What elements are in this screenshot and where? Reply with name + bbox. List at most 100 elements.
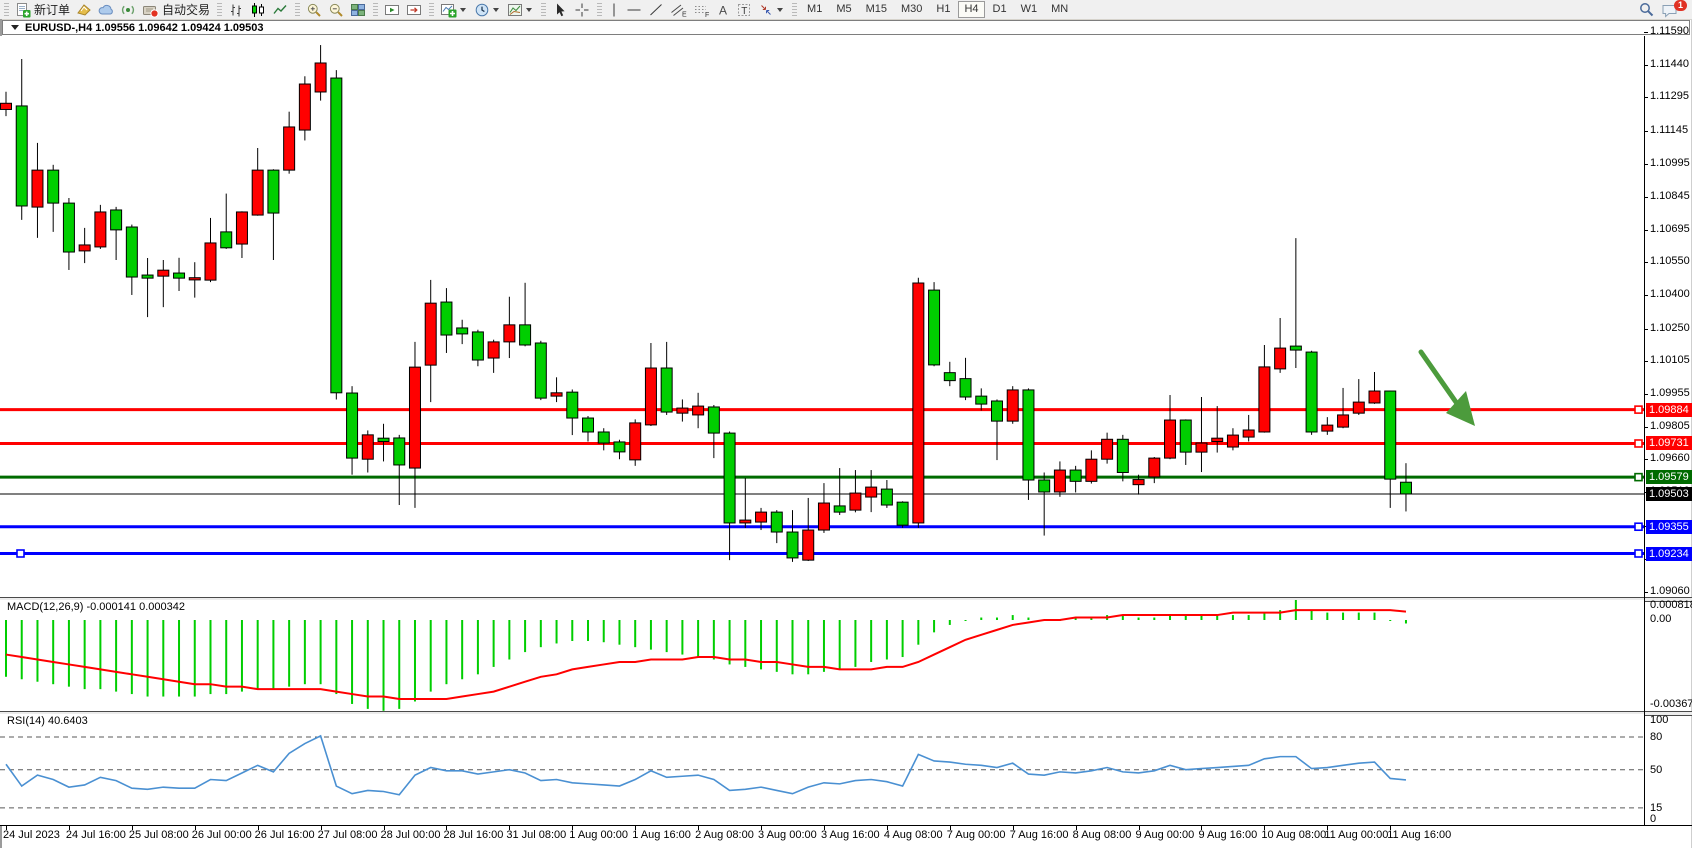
time-axis-label: 25 Jul 08:00 xyxy=(128,829,189,841)
cursor-button[interactable] xyxy=(550,1,570,18)
level-handle[interactable] xyxy=(1634,472,1643,482)
text-button[interactable]: A xyxy=(714,1,732,18)
templates-icon xyxy=(507,2,523,18)
time-axis-label: 7 Aug 00:00 xyxy=(946,829,1006,841)
rsi-label: RSI(14) 40.6403 xyxy=(7,715,88,727)
toolbar-grip xyxy=(597,3,603,16)
level-handle[interactable] xyxy=(1634,522,1643,532)
fibonacci-icon: E xyxy=(670,2,687,18)
toolbar-grip xyxy=(373,3,379,16)
market-watch-icon xyxy=(76,2,92,18)
chart-shift-button[interactable] xyxy=(404,1,424,18)
zoom-out-icon xyxy=(328,2,344,18)
macd-histogram xyxy=(5,600,1407,711)
timeframe-mn[interactable]: MN xyxy=(1051,3,1069,15)
level-handle[interactable] xyxy=(1634,405,1643,414)
price-axis-label: 1.09510 xyxy=(1650,485,1690,498)
chart-shift-icon xyxy=(406,2,422,18)
periods-icon xyxy=(474,2,490,18)
svg-text:E: E xyxy=(682,11,687,18)
time-tick xyxy=(1012,826,1014,830)
timeframe-d1[interactable]: D1 xyxy=(992,3,1007,15)
zoom-in-button[interactable] xyxy=(304,1,324,18)
timeframe-m1[interactable]: M1 xyxy=(807,3,823,15)
chevron-down-icon[interactable] xyxy=(11,25,19,30)
price-badge-1.09355: 1.09355 xyxy=(1646,519,1692,534)
indicators-button[interactable] xyxy=(438,1,470,18)
time-tick xyxy=(194,826,196,830)
time-axis-label: 26 Jul 16:00 xyxy=(254,829,315,841)
chevron-down-icon[interactable] xyxy=(460,7,467,12)
macd-pane[interactable] xyxy=(0,600,1644,711)
market-watch-button[interactable] xyxy=(74,1,94,18)
time-tick xyxy=(1201,826,1203,830)
toolbar: 新订单 自动交易 E F A T xyxy=(0,0,1692,20)
notifications-button[interactable]: 1 xyxy=(1659,0,1687,18)
autotrade-button[interactable]: 自动交易 xyxy=(140,1,212,18)
price-badge-1.09884: 1.09884 xyxy=(1646,402,1692,417)
time-tick xyxy=(383,826,385,830)
time-tick xyxy=(761,826,763,830)
timeframe-h4[interactable]: H4 xyxy=(958,1,985,18)
level-handle[interactable] xyxy=(16,549,25,558)
fibonacci-button[interactable]: E xyxy=(668,1,689,18)
level-handle[interactable] xyxy=(1634,549,1643,558)
timeframe-h1[interactable]: H1 xyxy=(936,3,951,15)
time-tick xyxy=(1390,826,1392,830)
main-chart[interactable] xyxy=(0,36,1644,597)
line-chart-button[interactable] xyxy=(270,1,290,18)
timeframe-m30[interactable]: M30 xyxy=(901,3,923,15)
time-axis-label: 31 Jul 08:00 xyxy=(506,829,567,841)
level-handle[interactable] xyxy=(1634,439,1643,448)
templates-button[interactable] xyxy=(505,1,536,18)
periods-button[interactable] xyxy=(472,1,503,18)
horizontal-line-button[interactable] xyxy=(624,1,644,18)
vertical-line-icon xyxy=(608,2,620,18)
time-axis-label: 28 Jul 00:00 xyxy=(380,829,441,841)
time-tick xyxy=(320,826,322,830)
timeframe-w1[interactable]: W1 xyxy=(1020,3,1038,15)
candlestick-chart-button[interactable] xyxy=(248,1,268,18)
tile-windows-icon xyxy=(350,2,366,18)
cursor-icon xyxy=(552,2,568,18)
tile-windows-button[interactable] xyxy=(348,1,368,18)
time-axis-label: 9 Aug 16:00 xyxy=(1198,829,1258,841)
zoom-out-button[interactable] xyxy=(326,1,346,18)
chart-title-bar[interactable]: EURUSD-,H4 1.09556 1.09642 1.09424 1.095… xyxy=(2,20,1690,35)
time-axis-label: 28 Jul 16:00 xyxy=(443,829,504,841)
chevron-down-icon[interactable] xyxy=(526,7,533,12)
chart-title: EURUSD-,H4 1.09556 1.09642 1.09424 1.095… xyxy=(25,21,264,34)
bar-chart-icon xyxy=(228,2,244,18)
time-tick xyxy=(1138,826,1140,830)
arrows-button[interactable] xyxy=(756,1,787,18)
timeframe-m15[interactable]: M15 xyxy=(865,3,887,15)
vertical-line-button[interactable] xyxy=(606,1,622,18)
svg-text:T: T xyxy=(741,6,747,17)
new-order-button[interactable]: 新订单 xyxy=(13,1,72,18)
time-tick xyxy=(68,826,70,830)
price-axis-label: 1.10550 xyxy=(1650,255,1690,268)
horizontal-line-icon xyxy=(626,2,642,18)
signals-button[interactable] xyxy=(118,1,138,18)
chevron-down-icon[interactable] xyxy=(493,7,500,12)
crosshair-button[interactable] xyxy=(572,1,592,18)
chevron-down-icon[interactable] xyxy=(777,7,784,12)
arrow-drawing[interactable] xyxy=(1418,349,1475,426)
text-label-button[interactable]: T xyxy=(734,1,754,18)
search-button[interactable] xyxy=(1636,1,1657,18)
time-axis-label: 8 Aug 08:00 xyxy=(1072,829,1132,841)
rsi-axis-label: 0 xyxy=(1650,813,1657,825)
rsi-pane[interactable] xyxy=(0,714,1644,825)
trendline-button[interactable] xyxy=(646,1,666,18)
time-tick xyxy=(698,826,700,830)
toolbar-grip xyxy=(217,3,223,16)
auto-scroll-button[interactable] xyxy=(382,1,402,18)
svg-text:F: F xyxy=(705,12,709,18)
time-tick xyxy=(635,826,637,830)
time-tick xyxy=(886,826,888,830)
data-window-button[interactable] xyxy=(96,1,116,18)
time-axis-label: 26 Jul 00:00 xyxy=(191,829,252,841)
channel-button[interactable]: F xyxy=(691,1,712,18)
timeframe-m5[interactable]: M5 xyxy=(836,3,852,15)
bar-chart-button[interactable] xyxy=(226,1,246,18)
